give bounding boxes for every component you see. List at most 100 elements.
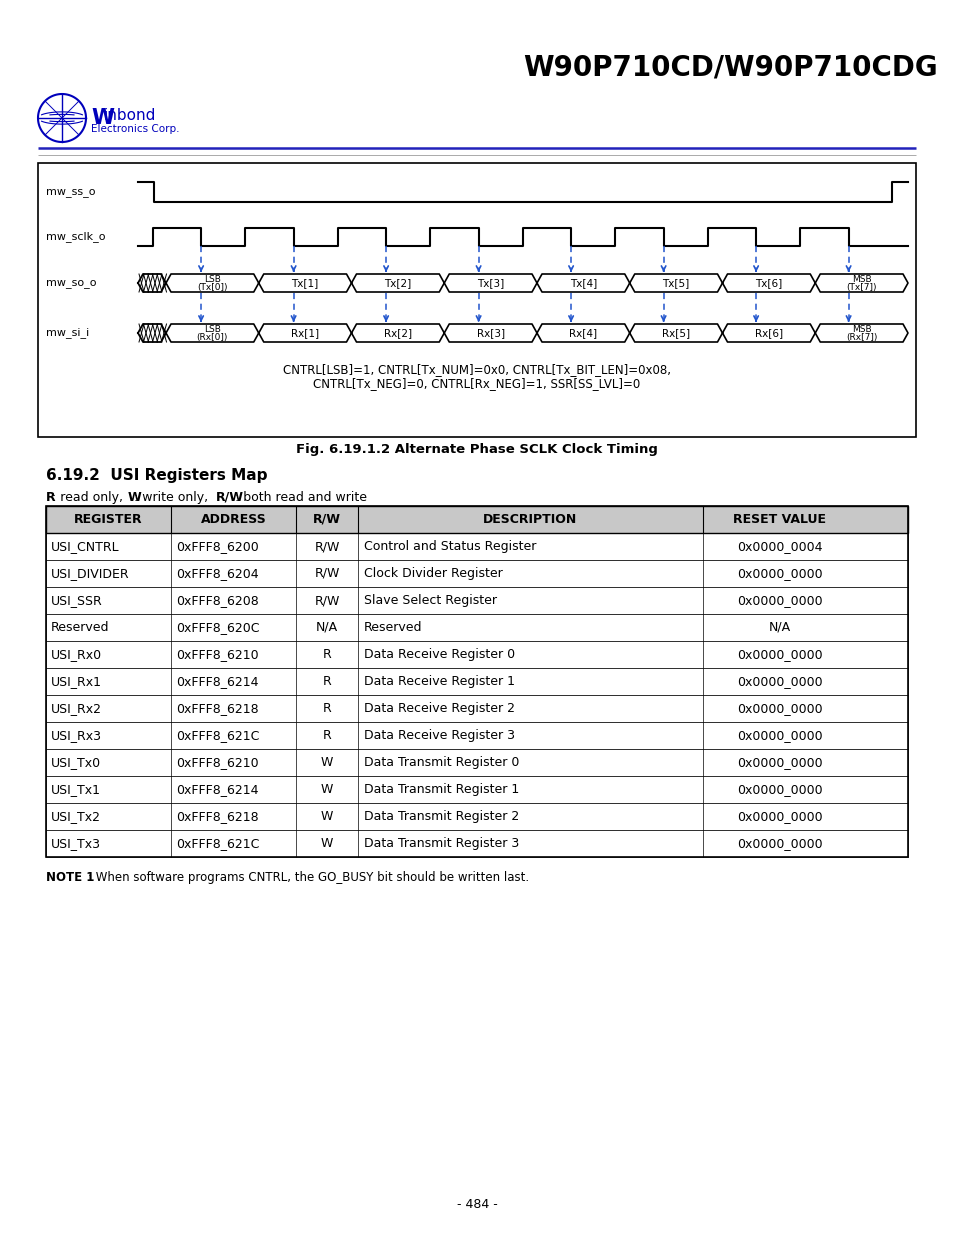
Text: 0xFFF8_6214: 0xFFF8_6214 (175, 676, 258, 688)
Text: 0x0000_0004: 0x0000_0004 (736, 540, 821, 553)
Text: Rx[2]: Rx[2] (383, 329, 412, 338)
Text: - 484 -: - 484 - (456, 1198, 497, 1212)
Text: Data Transmit Register 0: Data Transmit Register 0 (364, 756, 518, 769)
Text: RESET VALUE: RESET VALUE (732, 513, 825, 526)
Text: 0x0000_0000: 0x0000_0000 (736, 729, 821, 742)
Text: Tx[3]: Tx[3] (476, 278, 504, 288)
Text: mw_sclk_o: mw_sclk_o (46, 231, 106, 242)
Text: : write only,: : write only, (134, 492, 213, 504)
Bar (46, 695, 907, 722)
Bar (46, 534, 907, 559)
Text: 0x0000_0000: 0x0000_0000 (736, 701, 821, 715)
Text: MSB: MSB (851, 275, 870, 284)
Text: W: W (320, 837, 333, 850)
Text: R/W: R/W (314, 594, 339, 606)
Text: NOTE 1: NOTE 1 (46, 871, 94, 884)
Text: Rx[4]: Rx[4] (569, 329, 597, 338)
Text: 0xFFF8_6218: 0xFFF8_6218 (175, 701, 258, 715)
Text: USI_Tx0: USI_Tx0 (51, 756, 101, 769)
Text: N/A: N/A (315, 621, 337, 634)
Text: CNTRL[LSB]=1, CNTRL[Tx_NUM]=0x0, CNTRL[Tx_BIT_LEN]=0x08,: CNTRL[LSB]=1, CNTRL[Tx_NUM]=0x0, CNTRL[T… (283, 363, 670, 377)
Text: USI_Tx2: USI_Tx2 (51, 810, 101, 823)
Bar (46, 803, 907, 830)
Bar (46, 668, 907, 695)
Text: R/W: R/W (215, 492, 243, 504)
Text: 6.19.2  USI Registers Map: 6.19.2 USI Registers Map (46, 468, 267, 483)
Text: (Tx[0]): (Tx[0]) (197, 283, 228, 291)
Text: USI_Rx1: USI_Rx1 (51, 676, 102, 688)
Text: W: W (91, 107, 113, 128)
Text: Tx[1]: Tx[1] (292, 278, 318, 288)
Text: Data Receive Register 2: Data Receive Register 2 (364, 701, 515, 715)
Text: Clock Divider Register: Clock Divider Register (364, 567, 502, 580)
Text: Rx[6]: Rx[6] (754, 329, 782, 338)
Text: Control and Status Register: Control and Status Register (364, 540, 536, 553)
Text: 0x0000_0000: 0x0000_0000 (736, 594, 821, 606)
Bar (46, 776, 907, 803)
Bar (38, 163, 915, 437)
Text: R: R (46, 492, 55, 504)
Text: W: W (320, 810, 333, 823)
Bar (46, 506, 907, 534)
Text: REGISTER: REGISTER (74, 513, 143, 526)
Text: Fig. 6.19.1.2 Alternate Phase SCLK Clock Timing: Fig. 6.19.1.2 Alternate Phase SCLK Clock… (295, 443, 658, 457)
Text: mw_so_o: mw_so_o (46, 278, 96, 288)
Bar (46, 722, 907, 748)
Text: R: R (322, 729, 331, 742)
Text: 0x0000_0000: 0x0000_0000 (736, 810, 821, 823)
Text: W: W (128, 492, 141, 504)
Text: 0x0000_0000: 0x0000_0000 (736, 676, 821, 688)
Text: USI_Rx2: USI_Rx2 (51, 701, 102, 715)
Text: Data Receive Register 1: Data Receive Register 1 (364, 676, 515, 688)
Text: 0x0000_0000: 0x0000_0000 (736, 567, 821, 580)
Text: 0xFFF8_6200: 0xFFF8_6200 (175, 540, 258, 553)
Text: 0xFFF8_6214: 0xFFF8_6214 (175, 783, 258, 797)
Text: Slave Select Register: Slave Select Register (364, 594, 497, 606)
Text: USI_Tx1: USI_Tx1 (51, 783, 101, 797)
Text: 0x0000_0000: 0x0000_0000 (736, 756, 821, 769)
Text: R: R (322, 648, 331, 661)
Bar (46, 559, 907, 587)
Text: 0x0000_0000: 0x0000_0000 (736, 648, 821, 661)
Text: 0xFFF8_621C: 0xFFF8_621C (175, 837, 259, 850)
Text: N/A: N/A (768, 621, 790, 634)
Text: 0xFFF8_6208: 0xFFF8_6208 (175, 594, 258, 606)
Text: W90P710CD/W90P710CDG: W90P710CD/W90P710CDG (522, 54, 937, 82)
Text: CNTRL[Tx_NEG]=0, CNTRL[Rx_NEG]=1, SSR[SS_LVL]=0: CNTRL[Tx_NEG]=0, CNTRL[Rx_NEG]=1, SSR[SS… (313, 378, 640, 390)
Text: (Rx[7]): (Rx[7]) (845, 333, 877, 342)
Text: DESCRIPTION: DESCRIPTION (483, 513, 577, 526)
Text: 0xFFF8_6218: 0xFFF8_6218 (175, 810, 258, 823)
Bar (46, 614, 907, 641)
Text: 0x0000_0000: 0x0000_0000 (736, 837, 821, 850)
Text: W: W (320, 783, 333, 797)
Bar (46, 641, 907, 668)
Text: Tx[6]: Tx[6] (755, 278, 781, 288)
Text: (Tx[7]): (Tx[7]) (845, 283, 876, 291)
Text: LSB: LSB (204, 325, 220, 333)
Text: Data Receive Register 3: Data Receive Register 3 (364, 729, 515, 742)
Text: R/W: R/W (314, 567, 339, 580)
Text: : When software programs CNTRL, the GO_BUSY bit should be written last.: : When software programs CNTRL, the GO_B… (88, 871, 529, 884)
Text: USI_SSR: USI_SSR (51, 594, 103, 606)
Bar (46, 506, 907, 857)
Text: MSB: MSB (851, 325, 870, 333)
Text: ADDRESS: ADDRESS (200, 513, 266, 526)
Text: Data Transmit Register 2: Data Transmit Register 2 (364, 810, 518, 823)
Text: Rx[1]: Rx[1] (291, 329, 319, 338)
Text: Tx[5]: Tx[5] (661, 278, 689, 288)
Text: W: W (320, 756, 333, 769)
Text: Data Receive Register 0: Data Receive Register 0 (364, 648, 515, 661)
Text: Tx[4]: Tx[4] (569, 278, 597, 288)
Text: R/W: R/W (313, 513, 340, 526)
Text: Reserved: Reserved (364, 621, 422, 634)
Text: 0xFFF8_6204: 0xFFF8_6204 (175, 567, 258, 580)
Text: USI_CNTRL: USI_CNTRL (51, 540, 119, 553)
Text: USI_Rx3: USI_Rx3 (51, 729, 102, 742)
Text: Electronics Corp.: Electronics Corp. (91, 124, 179, 135)
Text: Data Transmit Register 1: Data Transmit Register 1 (364, 783, 518, 797)
Text: Reserved: Reserved (51, 621, 110, 634)
Bar (46, 748, 907, 776)
Text: 0xFFF8_6210: 0xFFF8_6210 (175, 756, 258, 769)
Bar (46, 830, 907, 857)
Text: Tx[2]: Tx[2] (384, 278, 411, 288)
